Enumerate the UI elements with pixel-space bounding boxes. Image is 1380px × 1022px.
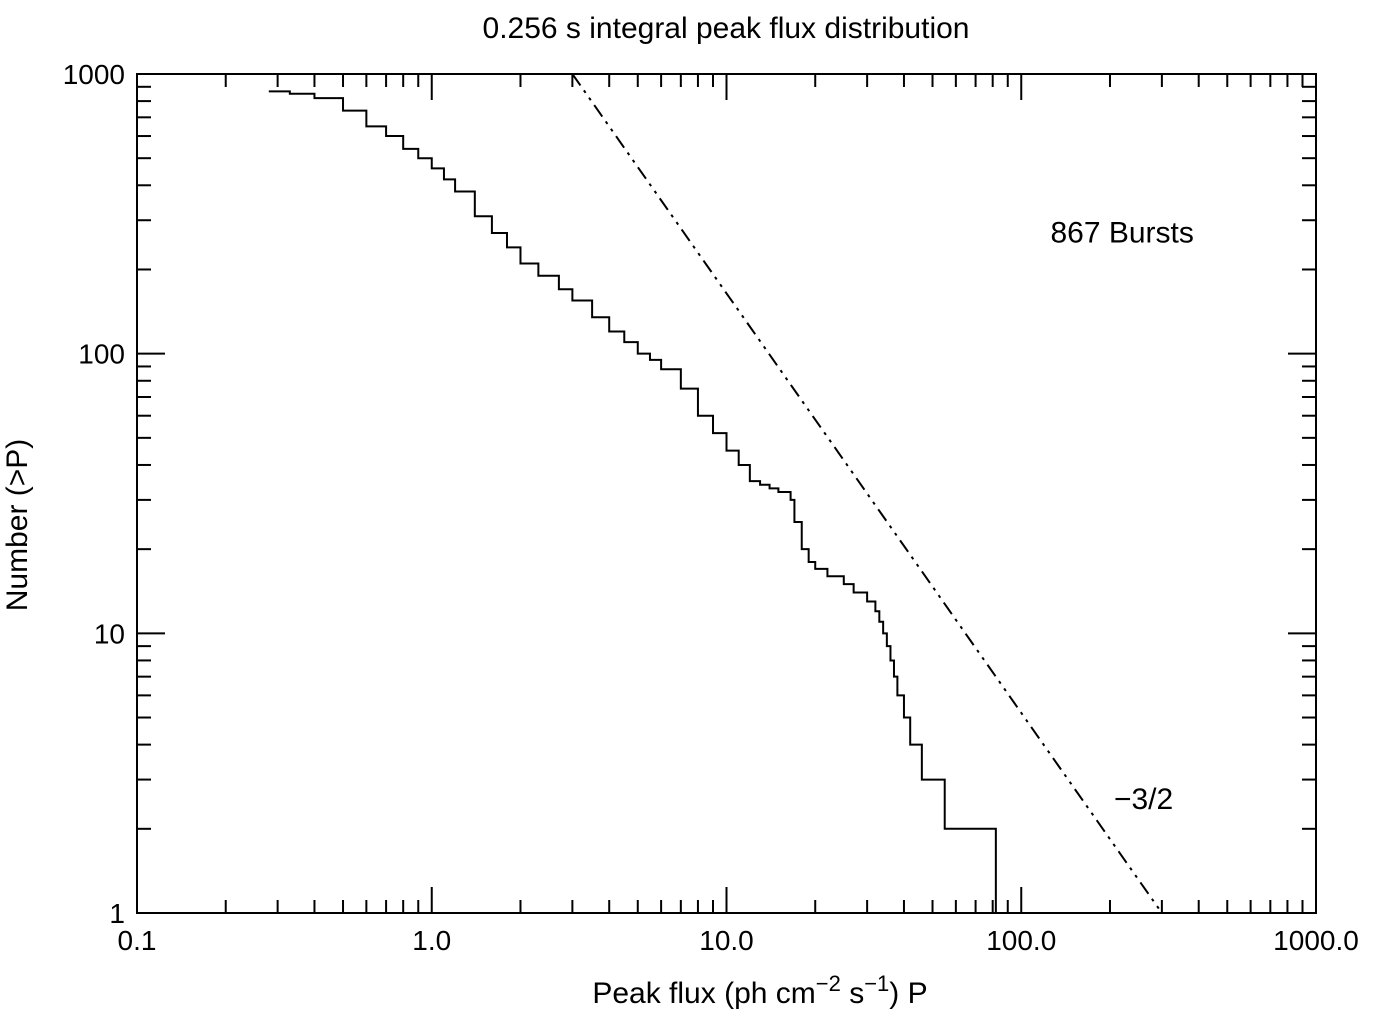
plot-frame [136, 73, 1317, 914]
y-tick-label: 1 [109, 898, 125, 929]
annotations-layer: 867 Bursts −3/2 [1050, 216, 1193, 816]
x-axis-label-exponent-2: −1 [864, 971, 889, 996]
series-step-line [268, 90, 997, 913]
x-tick-label: 1.0 [412, 925, 451, 956]
series-layer [268, 73, 1163, 914]
x-axis-label-exponent-1: −2 [816, 971, 841, 996]
annotation-1: −3/2 [1114, 783, 1173, 816]
chart-title: 0.256 s integral peak flux distribution [483, 12, 970, 45]
y-tick-label: 100 [78, 339, 125, 370]
x-axis-label-part-3: ) P [889, 977, 927, 1010]
x-tick-label: 100.0 [986, 925, 1056, 956]
series-slope-line [571, 73, 1163, 914]
annotation-0: 867 Bursts [1050, 216, 1193, 249]
x-axis-label: Peak flux (ph cm−2 s−1) P [592, 971, 927, 1010]
x-tick-label: 1000.0 [1273, 925, 1359, 956]
x-tick-label: 10.0 [699, 925, 754, 956]
y-tick-label: 1000 [63, 59, 125, 90]
x-axis-label-part-2: s [841, 977, 864, 1010]
axis-tick-labels: 0.1 1.0 10.0 100.0 1000.0 1 10 100 1000 [63, 59, 1359, 956]
y-axis-label: Number (>P) [1, 439, 34, 612]
x-tick-label: 0.1 [118, 925, 157, 956]
y-tick-label: 10 [94, 618, 125, 649]
x-axis-label-part-1: Peak flux (ph cm [592, 977, 815, 1010]
